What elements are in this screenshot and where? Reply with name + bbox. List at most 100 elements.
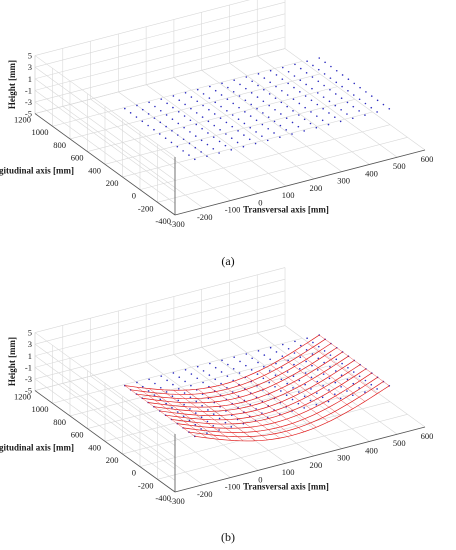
measured-point bbox=[334, 93, 337, 95]
measured-point bbox=[239, 360, 241, 363]
measured-point bbox=[324, 61, 326, 64]
measured-point bbox=[238, 372, 241, 374]
measured-point bbox=[160, 375, 163, 377]
measured-point bbox=[376, 388, 378, 390]
measured-point bbox=[346, 378, 349, 381]
measured-point bbox=[291, 133, 293, 135]
floor-gridline-y bbox=[157, 137, 408, 203]
measured-point bbox=[236, 141, 239, 144]
measured-point bbox=[376, 99, 379, 102]
floor-gridline-y bbox=[104, 99, 356, 165]
measured-point bbox=[358, 98, 361, 101]
measured-point bbox=[303, 395, 306, 398]
fitted-surface-line bbox=[148, 388, 220, 440]
measured-point bbox=[207, 120, 210, 123]
measured-point bbox=[275, 85, 277, 88]
measured-point bbox=[280, 113, 282, 115]
measured-point bbox=[303, 130, 305, 132]
y-tick-label: 800 bbox=[53, 140, 66, 150]
measured-point bbox=[268, 104, 270, 107]
measured-point bbox=[292, 110, 294, 112]
y-tick-label: 600 bbox=[71, 153, 84, 163]
fitted-surface-line bbox=[194, 385, 390, 442]
measured-point bbox=[202, 93, 205, 95]
back-wall-gridline-z bbox=[34, 278, 286, 345]
measured-point bbox=[214, 89, 217, 92]
measured-point bbox=[304, 372, 307, 374]
x-tick-label: -100 bbox=[225, 205, 241, 215]
fitted-surface-line bbox=[142, 347, 337, 404]
measured-point bbox=[315, 403, 318, 406]
measured-point bbox=[269, 81, 271, 84]
measured-point bbox=[190, 373, 193, 375]
side-wall-gridline-z bbox=[34, 78, 176, 181]
z-tick-label: 3 bbox=[28, 62, 32, 72]
x-axis-line bbox=[174, 426, 426, 493]
measured-point bbox=[299, 91, 301, 93]
measured-point bbox=[317, 357, 320, 360]
y-tick-label: 600 bbox=[71, 430, 84, 440]
measured-point bbox=[244, 99, 247, 102]
x-tick-label: 200 bbox=[310, 183, 323, 193]
measured-point bbox=[184, 103, 186, 106]
measured-point bbox=[248, 138, 251, 141]
measured-point bbox=[322, 96, 325, 98]
measured-point bbox=[305, 360, 307, 363]
measured-point bbox=[195, 400, 198, 403]
measured-point bbox=[200, 428, 202, 430]
floor-gridline-y bbox=[157, 414, 408, 480]
y-tick-label: 400 bbox=[88, 442, 101, 452]
measured-point bbox=[305, 349, 308, 351]
fitted-surface-line bbox=[246, 376, 317, 428]
floor-gridline-y bbox=[52, 60, 303, 127]
measured-point bbox=[224, 421, 227, 424]
measured-point bbox=[209, 85, 211, 88]
measured-point bbox=[207, 409, 209, 411]
measured-point bbox=[206, 432, 208, 434]
measured-point bbox=[226, 109, 228, 112]
x-axis-line bbox=[174, 149, 426, 216]
measured-point bbox=[250, 103, 252, 106]
side-wall-gridline-z bbox=[34, 55, 176, 158]
measured-point bbox=[285, 394, 288, 397]
measured-point bbox=[189, 396, 192, 399]
measured-point bbox=[220, 371, 223, 373]
measured-point bbox=[178, 376, 181, 378]
measured-point bbox=[312, 341, 314, 344]
measured-point bbox=[329, 354, 332, 356]
measured-point bbox=[245, 87, 247, 90]
measured-point bbox=[135, 116, 138, 118]
y-tick-label: 200 bbox=[106, 455, 119, 465]
measured-point bbox=[365, 91, 367, 93]
measured-point bbox=[306, 60, 308, 63]
measured-point bbox=[285, 129, 287, 131]
measured-point bbox=[202, 370, 205, 372]
measured-point bbox=[269, 69, 272, 72]
measured-point bbox=[238, 106, 240, 109]
measured-point bbox=[310, 111, 312, 113]
measured-point bbox=[172, 383, 174, 386]
measured-point bbox=[245, 364, 247, 367]
back-wall-gridline-z bbox=[34, 36, 286, 103]
measured-point bbox=[200, 151, 202, 153]
measured-point bbox=[176, 145, 179, 148]
measured-point bbox=[327, 400, 330, 403]
measured-point bbox=[230, 149, 233, 151]
measured-point bbox=[322, 384, 324, 387]
measured-point bbox=[136, 104, 138, 107]
measured-point bbox=[256, 373, 259, 375]
measured-point bbox=[298, 114, 300, 116]
measured-point bbox=[328, 377, 331, 380]
measured-point bbox=[165, 402, 167, 405]
measured-point bbox=[160, 98, 163, 100]
measured-point bbox=[225, 133, 227, 135]
fitted-surface-line bbox=[130, 338, 326, 395]
measured-point bbox=[257, 73, 260, 75]
measured-point bbox=[208, 108, 210, 111]
measured-point bbox=[334, 116, 336, 118]
measured-point bbox=[255, 119, 258, 122]
measured-point bbox=[249, 115, 252, 117]
measured-point bbox=[280, 390, 282, 392]
x-tick-label: -200 bbox=[197, 212, 213, 222]
measured-point bbox=[286, 105, 288, 108]
